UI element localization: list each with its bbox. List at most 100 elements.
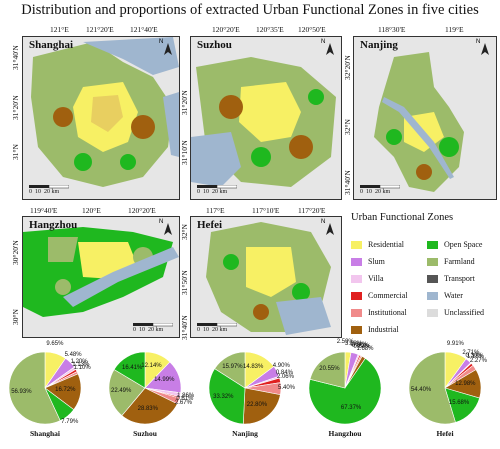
north-arrow-icon: N <box>321 39 337 59</box>
pie-slice-industrial <box>121 387 178 425</box>
pie-label: 2.67% <box>174 400 192 407</box>
pie-city-label: Nanjing <box>232 429 258 438</box>
legend-swatch <box>427 241 438 250</box>
legend-item-transport: Transport <box>427 274 475 284</box>
scale-bar: 0 10 20 km <box>133 323 173 333</box>
lon-label: 120°E <box>82 206 101 215</box>
pie-chart-shanghai <box>8 351 82 425</box>
pie-city-label: Hangzhou <box>328 429 362 438</box>
legend-label: Villa <box>368 274 384 283</box>
pie-label: 0.61% <box>176 395 194 402</box>
legend-item-slum: Slum <box>351 257 385 267</box>
pie-label: 28.83% <box>137 405 158 412</box>
legend-label: Open Space <box>444 240 483 249</box>
north-label: N <box>476 39 481 45</box>
pie-slice-farmland <box>108 369 146 417</box>
legend-label: Commercial <box>368 291 408 300</box>
lat-label: 31°10'N <box>180 140 189 165</box>
pie-label: 56.93% <box>11 388 32 395</box>
lon-label: 121°E <box>50 25 69 34</box>
pie-slice-open-space <box>113 351 146 389</box>
pie-label: 7.79% <box>61 418 79 425</box>
lon-label: 117°20'E <box>298 206 326 215</box>
legend-label: Residential <box>368 240 404 249</box>
legend-item-commercial: Commercial <box>351 291 408 301</box>
legend-item-farmland: Farmland <box>427 257 475 267</box>
pie-chart-suzhou <box>108 351 182 425</box>
pie-slice-open-space <box>308 357 382 425</box>
pie-label: 1.20% <box>70 359 88 366</box>
pie-slice-farmland <box>309 351 346 389</box>
lat-label: 32°N <box>180 224 189 240</box>
lon-label: 119°E <box>445 25 464 34</box>
map-title-nanjing: Nanjing <box>360 39 398 51</box>
legend-item-institutional: Institutional <box>351 308 407 318</box>
scale-bar: 0 10 20 km <box>197 185 237 195</box>
legend-swatch <box>427 275 438 284</box>
map-title-hangzhou: Hangzhou <box>29 219 78 231</box>
legend-label: Slum <box>368 257 385 266</box>
legend: Urban Functional Zones Residential Open S… <box>347 212 497 337</box>
north-label: N <box>321 219 326 225</box>
pie-chart-hefei <box>408 351 482 425</box>
pie-label: 12.14% <box>141 363 162 370</box>
north-arrow-icon: N <box>476 39 492 59</box>
pie-chart-hangzhou <box>308 351 382 425</box>
pie-label: 16.72% <box>55 386 76 393</box>
pie-label: 12.98% <box>455 381 476 388</box>
lon-label: 121°40'E <box>130 25 158 34</box>
lat-label: 31°40'N <box>11 45 20 70</box>
pie-label: 5.40% <box>277 384 295 391</box>
pie-label: 2.59% <box>336 339 354 346</box>
lat-label: 31°50'N <box>180 270 189 295</box>
pie-label: 54.40% <box>410 387 432 394</box>
pie-city-label: Hefei <box>436 429 454 438</box>
legend-label: Farmland <box>444 257 475 266</box>
legend-item-villa: Villa <box>351 274 384 284</box>
pie-label: 2.27% <box>469 358 487 365</box>
pie-city-label: Suzhou <box>133 429 157 438</box>
legend-label: Institutional <box>368 308 407 317</box>
map-suzhou-canvas <box>191 37 341 199</box>
legend-swatch <box>427 292 438 301</box>
map-shanghai: Shanghai N 0 10 20 km <box>22 36 180 200</box>
pie-label: 0.64% <box>353 343 371 350</box>
legend-label: Unclassified <box>444 308 484 317</box>
north-label: N <box>159 219 164 225</box>
pie-slice-farmland <box>408 351 456 425</box>
legend-label: Transport <box>444 274 475 283</box>
pie-label: 4.90% <box>272 362 290 369</box>
lat-label: 31°40'N <box>343 170 352 195</box>
lon-label: 119°40'E <box>30 206 58 215</box>
north-label: N <box>321 39 326 45</box>
pie-label: 0.30% <box>465 352 483 359</box>
pie-label: 5.48% <box>64 351 82 358</box>
pie-label: 20.55% <box>319 366 340 373</box>
legend-label: Industrial <box>368 325 399 334</box>
lat-label: 31°40'N <box>180 315 189 340</box>
pie-slice-industrial <box>242 387 281 425</box>
map-title-shanghai: Shanghai <box>29 39 74 51</box>
pie-label: 1.86% <box>177 392 195 399</box>
lat-label: 31°20'N <box>11 95 20 120</box>
pie-city-label: Shanghai <box>29 429 61 438</box>
lon-label: 120°20'E <box>128 206 156 215</box>
scale-bar: 0 10 20 km <box>29 185 69 195</box>
lon-label: 120°50'E <box>298 25 326 34</box>
map-suzhou: Suzhou N 0 10 20 km <box>190 36 342 200</box>
pie-label: 0.60% <box>351 343 369 350</box>
pie-label: 1.13% <box>72 362 90 369</box>
legend-item-residential: Residential <box>351 240 404 250</box>
map-hangzhou: Hangzhou N 0 10 20 km <box>22 216 180 338</box>
map-nanjing-canvas <box>354 37 496 199</box>
pie-slice-farmland <box>214 351 246 389</box>
map-nanjing: Nanjing N 0 10 20 km <box>353 36 497 200</box>
map-title-hefei: Hefei <box>197 219 223 231</box>
legend-swatch <box>351 275 362 284</box>
lat-label: 30°20'N <box>11 240 20 265</box>
map-title-suzhou: Suzhou <box>197 39 232 51</box>
pie-chart-nanjing <box>208 351 282 425</box>
legend-item-unclassified: Unclassified <box>427 308 484 318</box>
north-arrow-icon: N <box>159 219 175 239</box>
pie-label: 2.06% <box>276 374 294 381</box>
